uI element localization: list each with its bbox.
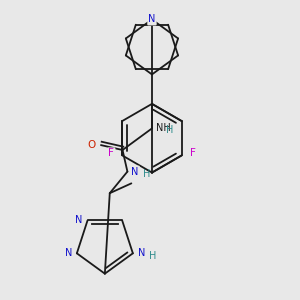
Text: H: H: [143, 169, 151, 178]
Text: N: N: [138, 248, 145, 258]
Text: N: N: [148, 14, 156, 25]
Text: NH: NH: [156, 123, 171, 134]
Text: F: F: [190, 148, 195, 158]
Text: N: N: [148, 14, 156, 25]
Text: O: O: [88, 140, 96, 150]
Text: N: N: [131, 167, 139, 177]
Text: F: F: [109, 148, 114, 158]
Text: H: H: [148, 251, 156, 261]
Text: N: N: [64, 248, 72, 258]
Text: H: H: [166, 125, 173, 135]
Text: N: N: [75, 215, 82, 225]
